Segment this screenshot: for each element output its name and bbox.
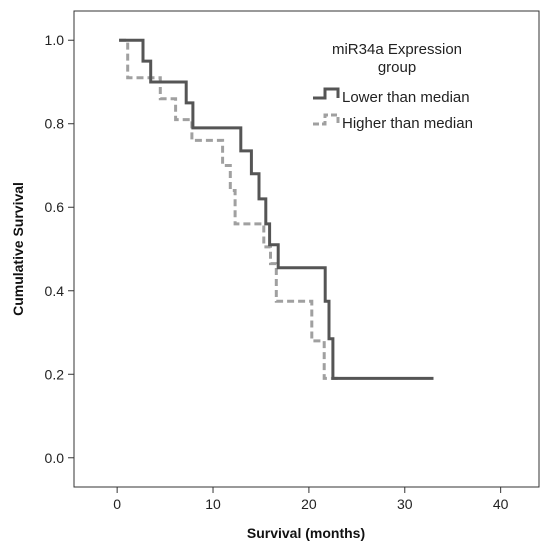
y-tick-label: 0.4	[45, 283, 65, 299]
legend-label-higher: Higher than median	[342, 115, 473, 132]
y-axis: 0.0 0.2 0.4 0.6 0.8 1.0	[45, 32, 74, 466]
y-axis-title: Cumulative Survival	[10, 182, 26, 316]
y-tick-label: 0.0	[45, 450, 65, 466]
x-axis-title: Survival (months)	[247, 525, 365, 541]
legend-swatch-lower	[313, 87, 340, 100]
y-tick-label: 0.2	[45, 366, 65, 382]
plot-frame	[73, 10, 540, 488]
x-tick-label: 40	[493, 496, 509, 512]
legend-swatch-higher	[313, 113, 340, 126]
legend: miR34a Expression group Lower than media…	[313, 41, 473, 132]
x-tick-label: 10	[205, 496, 221, 512]
legend-title-line2: group	[378, 59, 416, 76]
series-line-lower-than-median	[119, 38, 434, 380]
y-tick-label: 1.0	[45, 32, 65, 48]
legend-label-lower: Lower than median	[342, 89, 470, 106]
legend-title-line1: miR34a Expression	[332, 41, 462, 58]
x-tick-label: 20	[301, 496, 317, 512]
x-tick-label: 0	[113, 496, 121, 512]
series-line-higher-than-median	[119, 38, 338, 380]
y-tick-label: 0.6	[45, 199, 65, 215]
series-layer	[119, 38, 434, 380]
x-tick-label: 30	[397, 496, 413, 512]
y-tick-label: 0.8	[45, 116, 65, 132]
x-axis: 0 10 20 30 40	[113, 487, 509, 512]
